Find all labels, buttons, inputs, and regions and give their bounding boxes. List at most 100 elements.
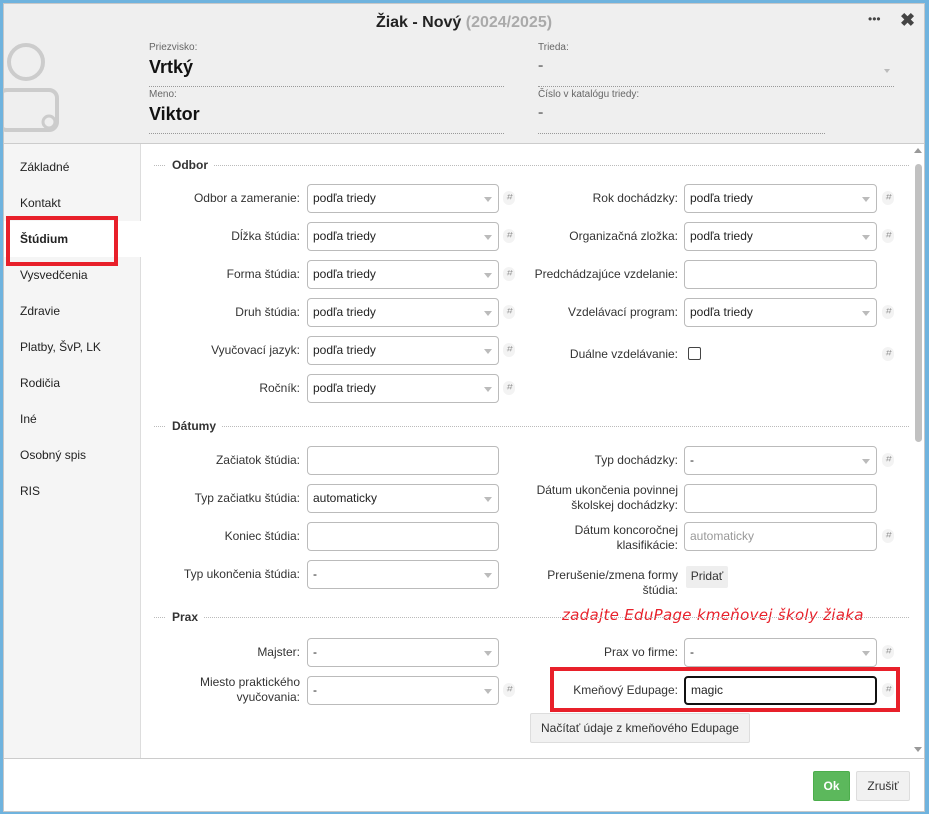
jazyk-select[interactable]: podľa triedy — [307, 336, 499, 365]
scrollbar[interactable] — [912, 144, 924, 758]
hash-icon[interactable]: ⌗ — [882, 529, 894, 543]
field-label: Vyučovací jazyk: — [211, 343, 300, 357]
org-zlozka-select[interactable]: podľa triedy — [684, 222, 877, 251]
name-field[interactable]: Meno: Viktor — [149, 89, 504, 134]
field-label: Vzdelávací program: — [567, 305, 678, 319]
sidebar-item-zdravie[interactable]: Zdravie — [20, 304, 61, 318]
section-datumy: Dátumy — [154, 419, 909, 440]
field-label: Typ ukončenia štúdia: — [183, 567, 300, 581]
hash-icon[interactable]: ⌗ — [882, 305, 894, 319]
scroll-up-icon[interactable] — [914, 148, 922, 153]
chevron-down-icon — [484, 689, 492, 694]
datum-ukoncenia-povinnej-input[interactable] — [684, 484, 877, 513]
hash-icon[interactable]: ⌗ — [882, 229, 894, 243]
scrollbar-thumb[interactable] — [915, 164, 922, 442]
hash-icon[interactable]: ⌗ — [503, 305, 515, 319]
chevron-down-icon — [484, 497, 492, 502]
field-label: Rok dochádzky: — [592, 191, 678, 205]
sidebar-item-studium[interactable]: Štúdium — [4, 221, 142, 257]
chevron-down-icon — [862, 311, 870, 316]
datum-koncorocnej-input[interactable]: automaticky — [684, 522, 877, 551]
chevron-down-icon — [884, 69, 890, 73]
rocnik-select[interactable]: podľa triedy — [307, 374, 499, 403]
hash-icon[interactable]: ⌗ — [503, 343, 515, 357]
field-label: Prerušenie/zmena formy štúdia: — [547, 568, 678, 597]
annotation-text: zadajte EduPage kmeňovej školy žiaka — [562, 606, 864, 624]
dialog-header: Žiak - Nový (2024/2025) ••• ✖ Priezvisko… — [4, 4, 924, 144]
student-dialog: Žiak - Nový (2024/2025) ••• ✖ Priezvisko… — [3, 3, 925, 812]
class-select[interactable]: Trieda: - — [538, 42, 894, 87]
chevron-down-icon — [862, 235, 870, 240]
field-label: Majster: — [257, 645, 300, 659]
typ-zaciatku-select[interactable]: automaticky — [307, 484, 499, 513]
hash-icon[interactable]: ⌗ — [882, 645, 894, 659]
field-label: Koniec štúdia: — [224, 529, 300, 543]
chevron-down-icon — [484, 235, 492, 240]
kmenovy-edupage-input[interactable]: magic — [684, 676, 877, 705]
rok-dochadzky-select[interactable]: podľa triedy — [684, 184, 877, 213]
chevron-down-icon — [484, 349, 492, 354]
hash-icon[interactable]: ⌗ — [503, 381, 515, 395]
chevron-down-icon — [862, 197, 870, 202]
sidebar-item-ris[interactable]: RIS — [20, 484, 41, 498]
hash-icon[interactable]: ⌗ — [503, 229, 515, 243]
hash-icon[interactable]: ⌗ — [503, 267, 515, 281]
chevron-down-icon — [484, 573, 492, 578]
typ-dochadzky-select[interactable]: - — [684, 446, 877, 475]
zaciatok-studia-input[interactable] — [307, 446, 499, 475]
hash-icon[interactable]: ⌗ — [503, 191, 515, 205]
field-label: Odbor a zameranie: — [193, 191, 300, 205]
section-odbor: Odbor — [154, 158, 909, 179]
miesto-praktickeho-select[interactable]: - — [307, 676, 499, 705]
pridat-button[interactable]: Pridať — [686, 566, 728, 588]
field-label: Organizačná zložka: — [569, 229, 678, 243]
majster-select[interactable]: - — [307, 638, 499, 667]
field-label: Duálne vzdelávanie: — [569, 347, 678, 361]
hash-icon[interactable]: ⌗ — [882, 683, 894, 697]
avatar-placeholder-icon — [4, 43, 59, 132]
koniec-studia-input[interactable] — [307, 522, 499, 551]
hash-icon[interactable]: ⌗ — [882, 347, 894, 361]
sidebar-item-ine[interactable]: Iné — [20, 412, 37, 426]
section-prax: Prax — [154, 610, 909, 631]
vzdelavaci-program-select[interactable]: podľa triedy — [684, 298, 877, 327]
hash-icon[interactable]: ⌗ — [503, 683, 515, 697]
hash-icon[interactable]: ⌗ — [882, 191, 894, 205]
dualne-vzdelavanie-checkbox[interactable] — [688, 347, 701, 360]
study-form: Odbor Odbor a zameranie: podľa triedy ⌗ … — [142, 144, 924, 758]
chevron-down-icon — [484, 273, 492, 278]
field-label: Kmeňový Edupage: — [573, 683, 678, 697]
dlzka-select[interactable]: podľa triedy — [307, 222, 499, 251]
sidebar-item-rodicia[interactable]: Rodičia — [20, 376, 61, 390]
highlight-box-studium — [6, 216, 118, 266]
field-label: Dátum koncoročnej klasifikácie: — [574, 523, 678, 552]
odbor-select[interactable]: podľa triedy — [307, 184, 499, 213]
catalog-number-field[interactable]: Číslo v katalógu triedy: - — [538, 89, 825, 134]
sidebar-item-kontakt[interactable]: Kontakt — [20, 196, 61, 210]
field-label: Druh štúdia: — [235, 305, 300, 319]
chevron-down-icon — [862, 651, 870, 656]
load-from-edupage-button[interactable]: Načítať údaje z kmeňového Edupage — [530, 713, 750, 743]
close-icon[interactable]: ✖ — [900, 10, 916, 30]
forma-select[interactable]: podľa triedy — [307, 260, 499, 289]
sidebar-item-zakladne[interactable]: Základné — [20, 160, 70, 174]
sidebar-item-platby[interactable]: Platby, ŠvP, LK — [20, 340, 101, 354]
predchadzajuce-vzdelanie-input[interactable] — [684, 260, 877, 289]
sidebar-item-vysvedcenia[interactable]: Vysvedčenia — [20, 268, 88, 282]
field-label: Forma štúdia: — [226, 267, 300, 281]
ok-button[interactable]: Ok — [813, 771, 850, 801]
chevron-down-icon — [484, 197, 492, 202]
hash-icon[interactable]: ⌗ — [882, 453, 894, 467]
cancel-button[interactable]: Zrušiť — [856, 771, 910, 801]
sidebar-item-osobny-spis[interactable]: Osobný spis — [20, 448, 87, 462]
prax-vo-firme-select[interactable]: - — [684, 638, 877, 667]
typ-ukoncenia-select[interactable]: - — [307, 560, 499, 589]
field-label: Prax vo firme: — [603, 645, 678, 659]
druh-select[interactable]: podľa triedy — [307, 298, 499, 327]
scroll-down-icon[interactable] — [914, 747, 922, 752]
field-label: Typ dochádzky: — [594, 453, 678, 467]
field-label: Dátum ukončenia povinnej školskej dochád… — [536, 483, 678, 512]
ellipsis-icon[interactable]: ••• — [868, 12, 881, 26]
field-label: Typ začiatku štúdia: — [194, 491, 300, 505]
surname-field[interactable]: Priezvisko: Vrtký — [149, 42, 504, 87]
